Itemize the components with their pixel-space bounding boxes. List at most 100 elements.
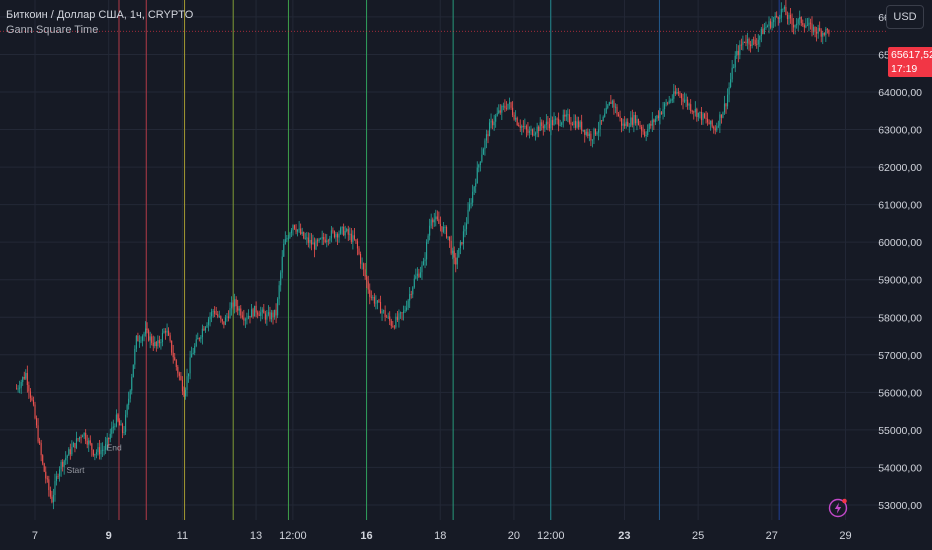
candle-body [611, 100, 613, 104]
candle-body [576, 121, 578, 128]
price-tick-label: 58000,00 [878, 312, 922, 324]
candle-body [604, 113, 606, 117]
candle-body [88, 440, 90, 445]
price-tick-label: 62000,00 [878, 162, 922, 174]
time-axis[interactable]: 7 9 11 13 12:00 16 18 20 12:00 23 25 27 29 [32, 530, 852, 542]
candle-body [283, 243, 285, 257]
candle-body [191, 353, 193, 358]
candle-body [37, 425, 39, 442]
candle-body [114, 426, 116, 428]
candle-body [105, 444, 107, 450]
candle-body [274, 309, 276, 318]
candle-body [178, 373, 180, 376]
candle-body [89, 440, 91, 444]
candle-body [625, 121, 627, 126]
candle-body [542, 125, 544, 129]
candle-body [607, 105, 609, 108]
candle-body [803, 25, 805, 28]
candle-body [111, 427, 113, 434]
candle-body [341, 226, 343, 229]
candle-body [415, 276, 417, 279]
candle-body [48, 479, 50, 491]
candle-body [23, 377, 25, 379]
candle-body [528, 130, 531, 133]
candle-body [218, 316, 220, 317]
candle-body [465, 223, 468, 230]
candle-body [293, 225, 296, 229]
candle-body [330, 230, 332, 239]
time-tick-label: 25 [692, 530, 704, 542]
candle-body [504, 105, 506, 109]
candle-body [670, 100, 672, 102]
candle-body [207, 319, 210, 325]
candle-body [163, 331, 165, 333]
candle-body [653, 119, 655, 123]
candle-body [490, 120, 492, 123]
candle-body [728, 86, 730, 95]
candle-body [329, 238, 331, 241]
price-axis[interactable]: 53000,00 54000,00 55000,00 56000,00 57000,00… [878, 12, 922, 512]
candle-body [788, 15, 790, 20]
candles [16, 0, 830, 510]
candle-body [515, 117, 517, 120]
candle-body [700, 111, 702, 121]
candle-body [295, 228, 297, 232]
indicator-name[interactable]: Gann Square Time [6, 24, 99, 36]
candle-body [561, 122, 563, 125]
candle-body [708, 122, 710, 125]
candle-body [320, 238, 322, 240]
candle-body [49, 490, 51, 497]
bar-countdown: 17:19 [891, 63, 918, 75]
candle-body [402, 311, 405, 314]
candle-body [553, 119, 555, 126]
candle-body [731, 67, 733, 80]
candle-body [791, 18, 793, 25]
candle-body [459, 242, 461, 249]
candle-body [811, 23, 813, 33]
candle-body [470, 202, 472, 205]
candle-body [226, 316, 228, 318]
candle-body [530, 129, 532, 131]
price-tick-label: 63000,00 [878, 125, 922, 137]
candle-body [45, 471, 47, 479]
candle-body [252, 309, 254, 317]
candle-body [140, 340, 142, 342]
chart-legend[interactable]: Биткоин / Доллар США, 1ч, CRYPTO Gann Sq… [6, 8, 193, 38]
candle-body [31, 397, 33, 401]
candle-body [258, 314, 260, 316]
candle-body [587, 131, 589, 136]
candle-body [278, 285, 280, 299]
candle-body [52, 494, 54, 503]
symbol-title[interactable]: Биткоин / Доллар США, 1ч, CRYPTO [6, 9, 194, 21]
candle-body [657, 115, 659, 118]
candle-body [284, 239, 286, 244]
candle-body [77, 438, 79, 440]
candle-body [544, 124, 546, 129]
candle-body [711, 120, 713, 127]
candle-body [510, 102, 512, 108]
candle-body [82, 435, 84, 438]
candle-body [479, 161, 481, 166]
currency-button[interactable]: USD [886, 5, 924, 29]
candle-body [493, 121, 495, 126]
candle-body [231, 302, 233, 309]
candle-body [401, 312, 403, 314]
candle-body [776, 15, 778, 18]
candle-body [578, 121, 580, 128]
candle-body [272, 312, 274, 318]
candle-body [621, 118, 623, 126]
candle-body [630, 117, 632, 127]
candle-body [264, 313, 266, 320]
candle-body [654, 118, 656, 123]
candle-body [564, 114, 566, 117]
candle-body [651, 119, 653, 126]
candle-body [287, 237, 289, 239]
candle-body [63, 460, 65, 467]
lightning-bolt-icon[interactable] [827, 497, 849, 519]
candle-body [771, 22, 773, 28]
candle-body [570, 122, 572, 125]
candle-body [123, 431, 125, 433]
candle-body [215, 313, 217, 315]
candle-body [766, 26, 769, 27]
